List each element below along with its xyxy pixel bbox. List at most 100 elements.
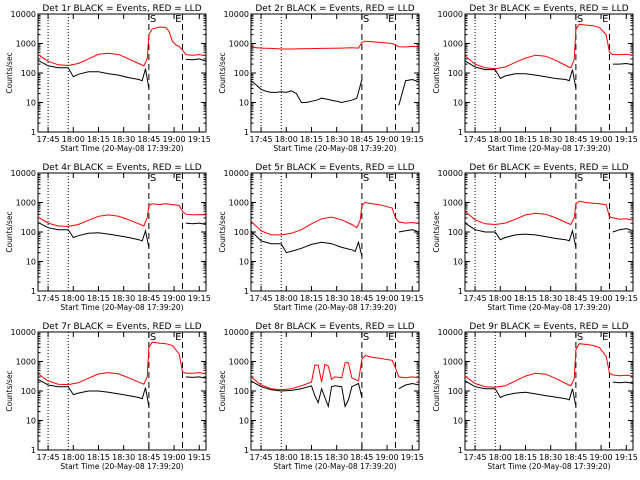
- x-tick-label: 19:00: [163, 453, 186, 462]
- x-tick-label: 18:45: [350, 135, 373, 144]
- y-tick-label: 1: [244, 287, 249, 296]
- marker-e: E: [175, 332, 181, 343]
- x-tick-label: 18:00: [62, 453, 85, 462]
- series-events-line: [251, 78, 419, 106]
- x-tick-label: 19:00: [590, 135, 613, 144]
- series-events-line: [465, 60, 633, 89]
- chart-title: Det 8r BLACK = Events, RED = LLD: [255, 322, 414, 332]
- y-tick-label: 1000: [229, 358, 249, 367]
- x-tick-label: 19:00: [590, 453, 613, 462]
- y-axis-label: Counts/sec: [5, 211, 14, 252]
- series-lld-line: [251, 354, 419, 391]
- y-tick-label: 100: [21, 387, 36, 396]
- x-tick-label: 19:00: [376, 453, 399, 462]
- marker-s: S: [150, 14, 156, 25]
- x-axis-label: Start Time (20-May-08 17:39:20): [60, 144, 183, 153]
- x-axis-label: Start Time (20-May-08 17:39:20): [273, 462, 396, 471]
- chart-title: Det 9r BLACK = Events, RED = LLD: [469, 322, 628, 332]
- chart-title: Det 5r BLACK = Events, RED = LLD: [255, 163, 414, 173]
- marker-e: E: [175, 14, 181, 25]
- panel-det-4r: 1 10 100 1000 10000 17:45 18:00 18:15 18:30 18:45…: [5, 163, 211, 312]
- marker-s: S: [577, 14, 583, 25]
- chart-title: Det 6r BLACK = Events, RED = LLD: [469, 163, 628, 173]
- panel-det-1r: 1 10 100 1000 10000 17:45 18:00 18:15 18:30 18:45…: [5, 4, 211, 153]
- x-tick-label: 18:00: [62, 135, 85, 144]
- panel-det-5r: 1 10 100 1000 10000 17:45 18:00 18:15 18:30 18:45…: [218, 163, 424, 312]
- x-tick-label: 17:45: [464, 135, 487, 144]
- x-axis-label: Start Time (20-May-08 17:39:20): [273, 303, 396, 312]
- y-tick-label: 1000: [229, 199, 249, 208]
- y-tick-label: 10000: [11, 328, 36, 337]
- y-axis-label: Counts/sec: [218, 52, 227, 93]
- y-tick-label: 1: [458, 128, 463, 137]
- y-tick-label: 10000: [224, 10, 249, 19]
- series-events-line: [38, 58, 206, 89]
- x-axis-label: Start Time (20-May-08 17:39:20): [273, 144, 396, 153]
- x-tick-label: 18:45: [564, 294, 587, 303]
- marker-s: S: [150, 332, 156, 343]
- y-tick-label: 1: [31, 287, 36, 296]
- x-tick-label: 19:00: [376, 135, 399, 144]
- y-tick-label: 100: [21, 228, 36, 237]
- x-tick-label: 19:15: [401, 294, 424, 303]
- x-tick-label: 19:15: [188, 135, 211, 144]
- y-axis-label: Counts/sec: [218, 211, 227, 252]
- y-tick-label: 10: [239, 99, 249, 108]
- x-axis-label: Start Time (20-May-08 17:39:20): [60, 303, 183, 312]
- chart-title: Det 7r BLACK = Events, RED = LLD: [42, 322, 201, 332]
- chart-title: Det 3r BLACK = Events, RED = LLD: [469, 4, 628, 14]
- plot-frame: [250, 13, 420, 133]
- panel-det-8r: 1 10 100 1000 10000 17:45 18:00 18:15 18:30 18:45…: [218, 322, 424, 471]
- y-tick-label: 100: [448, 228, 463, 237]
- x-tick-label: 18:45: [564, 453, 587, 462]
- marker-s: S: [363, 173, 369, 184]
- y-tick-label: 10: [26, 417, 36, 426]
- x-tick-label: 18:45: [350, 453, 373, 462]
- y-axis-label: Counts/sec: [5, 370, 14, 411]
- x-tick-label: 17:45: [464, 453, 487, 462]
- x-tick-label: 19:15: [188, 453, 211, 462]
- plot-frame: [37, 331, 207, 451]
- x-tick-label: 17:45: [37, 294, 60, 303]
- series-lld-line: [38, 203, 206, 227]
- series-events-line: [251, 229, 419, 257]
- x-tick-label: 18:45: [137, 135, 160, 144]
- y-tick-label: 100: [234, 69, 249, 78]
- x-tick-label: 19:15: [401, 135, 424, 144]
- series-lld-line: [465, 23, 633, 70]
- x-tick-label: 18:00: [275, 135, 298, 144]
- x-tick-label: 18:00: [275, 294, 298, 303]
- x-tick-label: 18:15: [514, 135, 537, 144]
- marker-s: S: [363, 14, 369, 25]
- x-tick-label: 17:45: [250, 135, 273, 144]
- y-tick-label: 10000: [11, 169, 36, 178]
- marker-e: E: [388, 173, 394, 184]
- y-tick-label: 1: [244, 128, 249, 137]
- x-axis-label: Start Time (20-May-08 17:39:20): [60, 462, 183, 471]
- x-tick-label: 19:15: [401, 453, 424, 462]
- plot-frame: [464, 13, 634, 133]
- x-tick-label: 18:15: [87, 453, 110, 462]
- marker-e: E: [602, 332, 608, 343]
- plot-frame: [250, 172, 420, 292]
- y-tick-label: 10: [239, 417, 249, 426]
- x-tick-label: 17:45: [464, 294, 487, 303]
- y-tick-label: 1000: [229, 40, 249, 49]
- marker-e: E: [602, 14, 608, 25]
- y-tick-label: 10000: [438, 169, 463, 178]
- marker-s: S: [577, 173, 583, 184]
- x-tick-label: 18:15: [300, 135, 323, 144]
- y-tick-label: 1000: [16, 40, 36, 49]
- x-tick-label: 18:30: [539, 135, 562, 144]
- x-tick-label: 18:00: [489, 453, 512, 462]
- y-axis-label: Counts/sec: [218, 370, 227, 411]
- x-tick-label: 17:45: [37, 453, 60, 462]
- y-tick-label: 1: [31, 446, 36, 455]
- x-tick-label: 18:00: [275, 453, 298, 462]
- y-axis-label: Counts/sec: [5, 52, 14, 93]
- marker-e: E: [388, 332, 394, 343]
- x-tick-label: 19:00: [163, 135, 186, 144]
- y-axis-label: Counts/sec: [432, 370, 441, 411]
- marker-s: S: [577, 332, 583, 343]
